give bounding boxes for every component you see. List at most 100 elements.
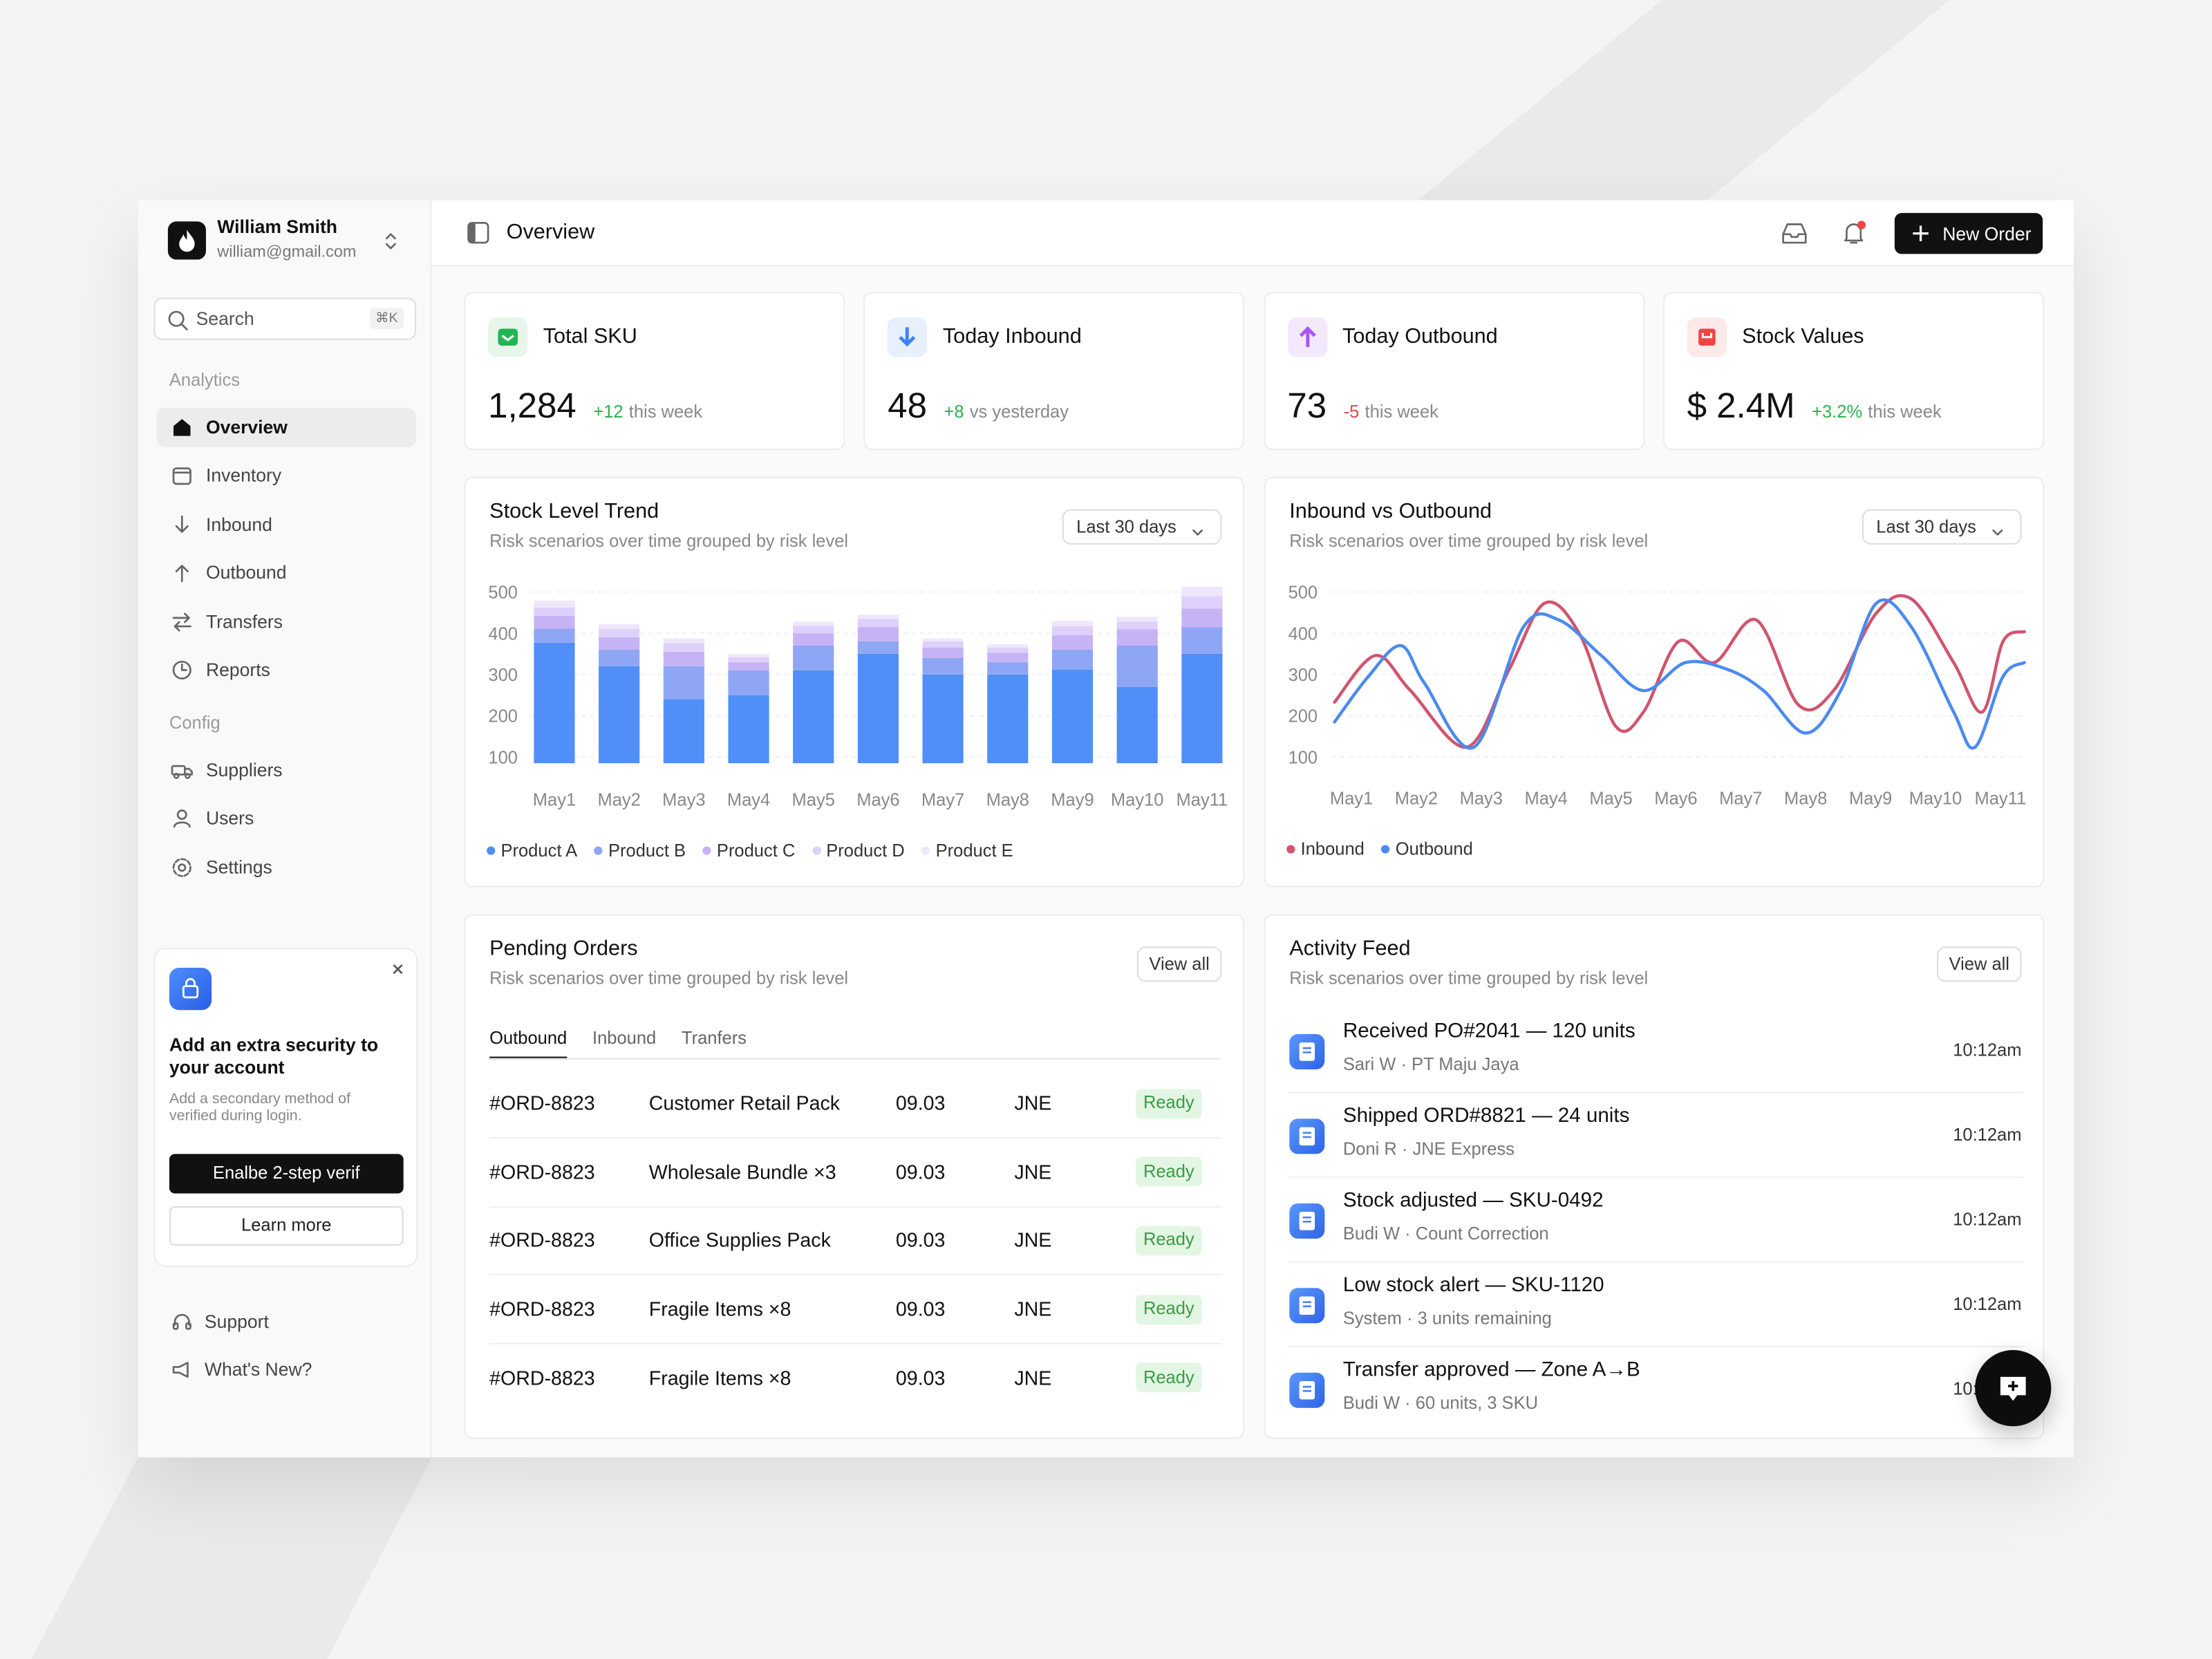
view-all-button[interactable]: View all (1136, 946, 1222, 982)
activity-icon (1289, 1372, 1325, 1408)
icon-part (1299, 326, 1315, 348)
range-dropdown[interactable]: Last 30 days (1862, 509, 2022, 545)
nav-item[interactable]: Users (205, 807, 254, 830)
nav-item[interactable]: Suppliers (205, 759, 283, 780)
nav-item[interactable]: Inbound (205, 513, 272, 535)
nav-icon[interactable] (171, 856, 194, 879)
icon-part (1844, 221, 1866, 244)
stat-note: this week (1868, 402, 1942, 422)
icon-part (498, 328, 518, 346)
bell-icon[interactable] (1839, 218, 1868, 247)
activity-icon (1289, 1203, 1325, 1239)
secondary-button[interactable]: Learn more (169, 1206, 404, 1246)
nav-icon[interactable] (171, 465, 194, 487)
nav-icon[interactable] (171, 562, 194, 585)
search-icon (167, 309, 189, 332)
nav-icon[interactable] (171, 513, 194, 536)
nav-icon[interactable] (171, 610, 194, 633)
order-cell: JNE (1014, 1091, 1052, 1114)
stat-change: +8 (944, 402, 964, 422)
user-name: William Smith (217, 216, 338, 238)
chat-button[interactable] (1975, 1350, 2052, 1427)
footer-nav-item[interactable]: Support (204, 1311, 269, 1332)
icon-part (180, 663, 187, 671)
nav-section-title: Analytics (169, 370, 241, 391)
promo-text: Add a secondary method of verified durin… (169, 1090, 350, 1125)
icon-part (1299, 1042, 1315, 1061)
nav-icon[interactable] (171, 416, 194, 439)
status-badge: Ready (1135, 1363, 1202, 1393)
promo-title: Add an extra security to your account (169, 1033, 379, 1078)
tab[interactable]: Inbound (592, 1028, 657, 1049)
legend: Product A Product B Product C Product D Prod… (487, 841, 1013, 861)
stat-value-row: 73 -5 this week (1287, 386, 1438, 427)
icon-part (172, 468, 191, 486)
stat-card: Today Outbound 73 -5 this week (1263, 292, 1644, 451)
nav-icon[interactable] (171, 759, 194, 782)
footer-icon[interactable] (171, 1311, 194, 1333)
footer-icon[interactable] (171, 1358, 194, 1380)
view-all-button[interactable]: View all (1937, 946, 2022, 982)
order-cell: 09.03 (895, 1160, 946, 1183)
icon-part (173, 809, 191, 829)
row-divider (489, 1343, 1222, 1345)
activity-time: 10:12am (1953, 1125, 2022, 1145)
nav-item[interactable]: Settings (205, 856, 272, 878)
promo-icon (169, 967, 212, 1011)
chevron-down (1190, 521, 1204, 536)
icon-part (1992, 529, 2003, 536)
nav-item[interactable]: Transfers (205, 610, 283, 632)
icon-part (2000, 1376, 2026, 1401)
legend-item: Product E (921, 841, 1013, 861)
order-cell: #ORD-8823 (489, 1160, 595, 1183)
icon-part (172, 858, 191, 877)
stat-title: Today Outbound (1342, 324, 1498, 349)
nav-item[interactable]: Inventory (205, 465, 282, 487)
activity-time: 10:12am (1953, 1040, 2022, 1060)
row-divider (1288, 1091, 2023, 1094)
nav-icon[interactable] (171, 659, 194, 682)
tab[interactable]: Tranfers (681, 1028, 747, 1049)
row-divider (489, 1274, 1222, 1276)
activity-title: Shipped ORD#8821 — 24 units (1342, 1105, 1630, 1128)
icon-part (172, 612, 191, 631)
panel-subtitle: Risk scenarios over time grouped by risk… (489, 968, 849, 988)
search-box[interactable]: Search ⌘K (153, 297, 417, 340)
icon-part (174, 1313, 190, 1326)
icon-part (1299, 326, 1315, 348)
backdrop-stripe (1418, 0, 1950, 200)
page-title: Overview (506, 220, 595, 245)
stat-title: Stock Values (1742, 324, 1864, 349)
nav-item[interactable]: Reports (205, 659, 270, 681)
icon-part (1913, 225, 1929, 241)
activity-sub: Budi W · 60 units, 3 SKU (1342, 1393, 1539, 1413)
logo (167, 221, 206, 260)
nav-icon[interactable] (171, 807, 194, 830)
icon-part (175, 565, 189, 583)
order-cell: Wholesale Bundle ×3 (648, 1160, 836, 1183)
nav-item[interactable]: Outbound (205, 562, 287, 583)
status-label: Ready (1143, 1367, 1194, 1387)
primary-button[interactable]: Enalbe 2-step verif (169, 1154, 404, 1194)
activity-title: Stock adjusted — SKU-0492 (1342, 1190, 1604, 1212)
footer-nav-item[interactable]: What's New? (204, 1358, 312, 1380)
promo-card: Add an extra security to your account Add… (153, 948, 418, 1267)
icon-part (173, 773, 180, 779)
icon-part (1992, 529, 2003, 536)
new-order-button[interactable]: New Order (1894, 213, 2043, 254)
status-badge: Ready (1135, 1088, 1202, 1118)
account-switch[interactable] (382, 230, 399, 253)
tab[interactable]: Outbound (489, 1029, 568, 1060)
activity-sub: Doni R · JNE Express (1342, 1138, 1515, 1159)
icon-part (185, 1322, 191, 1330)
secondary-button-label: Learn more (241, 1215, 332, 1235)
inbox-icon[interactable] (1781, 220, 1809, 245)
promo-close[interactable] (389, 959, 406, 976)
range-dropdown[interactable]: Last 30 days (1062, 509, 1222, 545)
top-bar (431, 200, 2074, 267)
legend-label: Inbound (1300, 839, 1365, 859)
nav-item[interactable]: Overview (205, 416, 288, 438)
legend-item: Product B (594, 841, 686, 861)
sidebar-toggle[interactable] (467, 221, 490, 244)
